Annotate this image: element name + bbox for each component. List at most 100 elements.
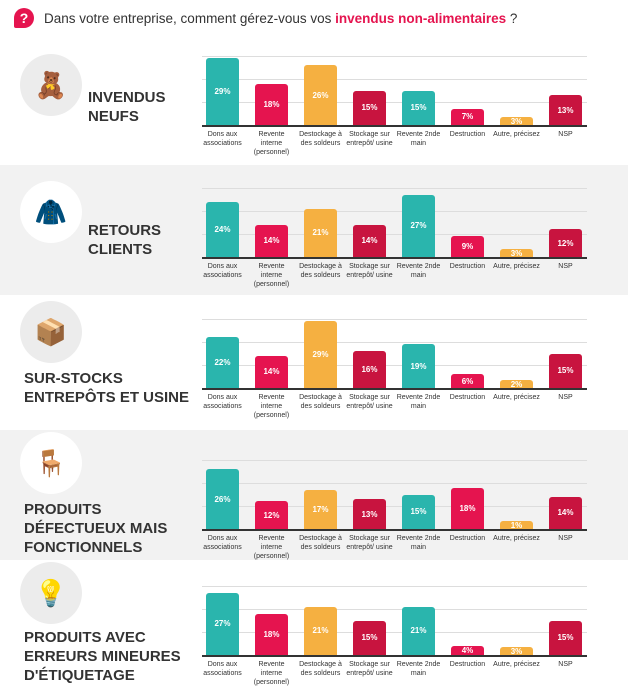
bar: 13% (353, 499, 386, 529)
chart-title: Retours clients (88, 222, 162, 258)
bar-value-label: 16% (361, 365, 378, 375)
bar-value-label: 12% (557, 238, 574, 248)
category-label: Autre, précisez (493, 661, 540, 668)
bar: 21% (304, 208, 337, 257)
category-label: Autre, précisez (493, 394, 540, 401)
category-label: Destruction (449, 131, 486, 138)
bar: 14% (255, 224, 288, 257)
bar-value-label: 15% (410, 507, 427, 517)
chart-title: Produits défectueux mais fonctionnels (24, 501, 168, 556)
bar-value-label: 19% (410, 361, 427, 371)
bar: 18% (255, 613, 288, 655)
bar: 14% (255, 355, 288, 388)
bar: 15% (353, 90, 386, 125)
bar-value-label: 24% (214, 224, 231, 234)
bar-value-label: 13% (361, 509, 378, 519)
gridline (202, 365, 587, 366)
category-label: Stockage sur entrepôt/ usine (346, 394, 393, 410)
category-label: NSP (558, 535, 573, 542)
bar-value-label: 15% (557, 366, 574, 376)
bar-value-label: 12% (263, 510, 280, 520)
category-label: NSP (558, 263, 573, 270)
header: ? Dans votre entreprise, comment gérez-v… (14, 8, 517, 28)
bar-value-label: 15% (361, 633, 378, 643)
baseline (202, 655, 587, 657)
category-label: Revente 2nde main (396, 131, 441, 147)
bar: 1% (500, 521, 533, 530)
category-label: Revente 2nde main (396, 661, 441, 677)
category-label: Revente interne (personnel) (253, 661, 290, 686)
category-label: Stockage sur entrepôt/ usine (346, 535, 393, 551)
category-label: Autre, précisez (493, 131, 540, 138)
bar: 21% (402, 606, 435, 655)
category-label: Autre, précisez (493, 263, 540, 270)
bar: 21% (304, 606, 337, 655)
bar: 22% (206, 337, 239, 388)
bar: 27% (206, 592, 239, 655)
jacket-icon: 🧥 (20, 181, 82, 243)
category-label: Revente interne (personnel) (253, 535, 290, 560)
chart-panel: 🪑 Produits défectueux mais fonctionnels 2… (0, 430, 628, 560)
category-label: Stockage sur entrepôt/ usine (346, 263, 393, 279)
bar-value-label: 15% (361, 103, 378, 113)
gridline (202, 234, 587, 235)
bar: 14% (353, 224, 386, 257)
bar: 15% (549, 353, 582, 388)
question-text: Dans votre entreprise, comment gérez-vou… (44, 10, 518, 26)
bar: 2% (500, 380, 533, 389)
gridline (202, 102, 587, 103)
chart-panel: 🧥 Retours clients 24% Dons aux association… (0, 165, 628, 295)
category-label: Destruction (449, 394, 486, 401)
bar: 16% (353, 351, 386, 388)
baseline (202, 388, 587, 390)
bar-value-label: 18% (459, 503, 476, 513)
category-label: Destockage à des soldeurs (299, 535, 342, 551)
bar-value-label: 3% (510, 646, 523, 656)
bar: 18% (255, 83, 288, 125)
bar: 29% (304, 321, 337, 388)
bar-value-label: 14% (557, 508, 574, 518)
baseline (202, 529, 587, 531)
gridline (202, 506, 587, 507)
gridline (202, 79, 587, 80)
bar: 7% (451, 108, 484, 125)
category-label: Revente interne (personnel) (253, 263, 290, 288)
category-label: Revente 2nde main (396, 394, 441, 410)
category-label: Dons aux associations (203, 661, 242, 677)
gridline (202, 632, 587, 633)
bar-value-label: 21% (410, 626, 427, 636)
category-label: Stockage sur entrepôt/ usine (346, 661, 393, 677)
bar: 15% (353, 620, 386, 655)
gridline (202, 319, 587, 320)
bar-chart: 26% Dons aux associations 12% Revente inter… (202, 430, 587, 560)
bar-value-label: 27% (410, 221, 427, 231)
baseline (202, 257, 587, 259)
bar-value-label: 15% (410, 103, 427, 113)
bar-value-label: 15% (557, 633, 574, 643)
bar-value-label: 7% (461, 112, 474, 122)
bar-chart: 22% Dons aux associations 14% Revente inter… (202, 295, 587, 430)
bar: 15% (549, 620, 582, 655)
bar-value-label: 29% (214, 87, 231, 97)
category-label: Stockage sur entrepôt/ usine (346, 131, 393, 147)
bar-value-label: 17% (312, 504, 329, 514)
bar-value-label: 26% (214, 494, 231, 504)
bar: 24% (206, 201, 239, 257)
category-label: Destruction (449, 535, 486, 542)
chart-panel: 💡 Produits avec erreurs mineures d'étiqu… (0, 560, 628, 690)
chart-title: Sur-stocks entrepôts et usine (24, 370, 190, 406)
chart-panel: 📦 Sur-stocks entrepôts et usine 22% Dons a… (0, 295, 628, 430)
bar: 15% (402, 90, 435, 125)
bar: 12% (549, 229, 582, 257)
category-label: Autre, précisez (493, 535, 540, 542)
bar-value-label: 4% (461, 645, 474, 655)
category-label: Dons aux associations (203, 131, 242, 147)
bar-chart: 24% Dons aux associations 14% Revente inter… (202, 165, 587, 295)
category-label: Destruction (449, 661, 486, 668)
lamp-icon: 💡 (20, 562, 82, 624)
bar: 17% (304, 489, 337, 529)
bar: 6% (451, 374, 484, 388)
bar-value-label: 14% (263, 236, 280, 246)
gridline (202, 211, 587, 212)
bar: 26% (206, 469, 239, 529)
